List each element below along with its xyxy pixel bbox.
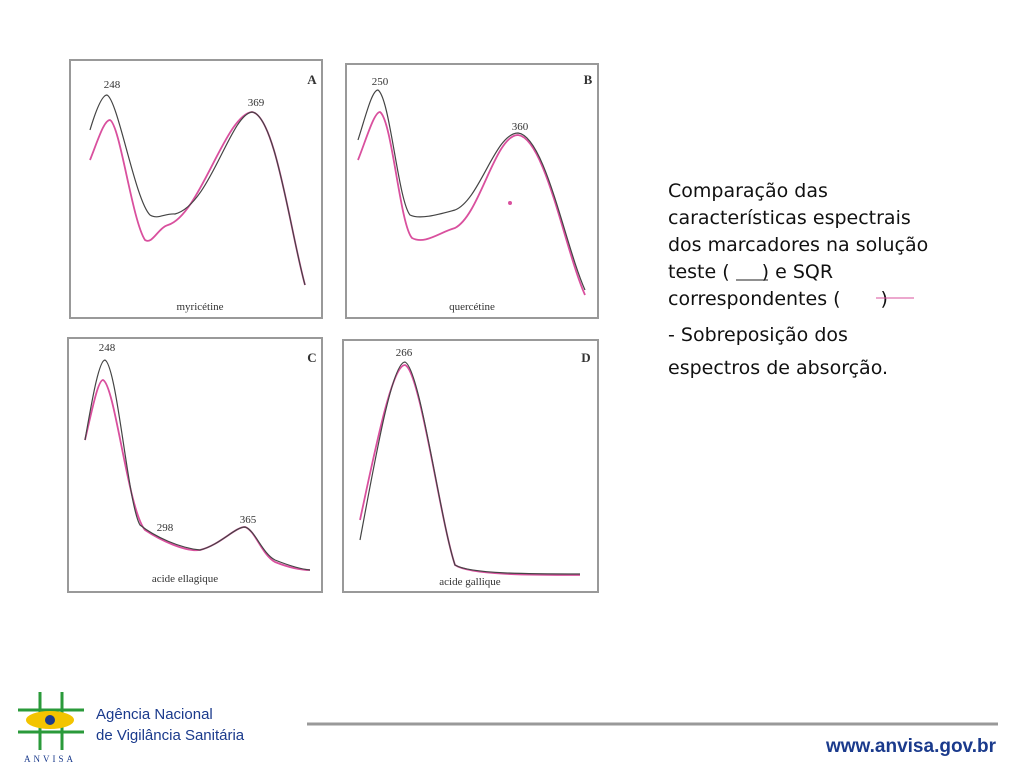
caption-text: teste ( bbox=[668, 261, 730, 283]
caption-line: espectros de absorção. bbox=[668, 357, 888, 379]
logo-dot bbox=[45, 715, 55, 725]
caption-text: correspondentes ( bbox=[668, 288, 841, 310]
sample-spectrum bbox=[357, 89, 586, 291]
caption-line: - Sobreposição dos bbox=[668, 324, 848, 346]
agency-name: Agência Nacional bbox=[96, 706, 213, 723]
panel-letter: B bbox=[584, 72, 593, 87]
peak-label: 248 bbox=[104, 79, 121, 91]
caption-line: correspondentes () bbox=[668, 288, 888, 310]
compound-name: acide ellagique bbox=[152, 573, 218, 585]
caption-line: teste ( ) e SQR bbox=[668, 261, 833, 283]
caption-line: Comparação das bbox=[668, 180, 828, 202]
reference-spectrum bbox=[84, 379, 311, 571]
compound-name: quercétine bbox=[449, 301, 495, 313]
compound-name: myricétine bbox=[176, 301, 223, 313]
caption-line: dos marcadores na solução bbox=[668, 234, 928, 256]
dot bbox=[508, 201, 512, 205]
panel-frame bbox=[345, 63, 599, 319]
peak-label: 248 bbox=[99, 342, 116, 354]
panel-letter: A bbox=[307, 72, 317, 87]
peak-label: 250 bbox=[372, 76, 389, 88]
caption-text: ) e SQR bbox=[762, 261, 833, 283]
compound-name: acide gallique bbox=[439, 576, 501, 588]
sample-spectrum bbox=[84, 359, 311, 571]
panel-letter: C bbox=[307, 350, 316, 365]
panel-frame bbox=[67, 337, 323, 593]
logo: ANVISA bbox=[18, 692, 84, 764]
peak-label: 266 bbox=[396, 347, 413, 359]
sample-spectrum bbox=[359, 361, 581, 575]
reference-spectrum bbox=[359, 364, 581, 576]
url: www.anvisa.gov.br bbox=[825, 736, 997, 757]
peak-label: 365 bbox=[240, 514, 257, 526]
sample-spectrum bbox=[89, 94, 306, 286]
caption-text: ) bbox=[881, 288, 888, 310]
panel-letter: D bbox=[581, 350, 590, 365]
peak-label: 369 bbox=[248, 97, 265, 109]
panel-frame bbox=[69, 59, 323, 319]
peak-label: 298 bbox=[157, 522, 174, 534]
peak-label: 360 bbox=[512, 121, 529, 133]
panel-frame bbox=[342, 339, 599, 593]
reference-spectrum bbox=[89, 111, 306, 286]
caption-line: características espectrais bbox=[668, 207, 911, 229]
agency-name: de Vigilância Sanitária bbox=[96, 727, 245, 744]
reference-spectrum bbox=[357, 111, 586, 296]
logo-text: ANVISA bbox=[24, 754, 76, 764]
